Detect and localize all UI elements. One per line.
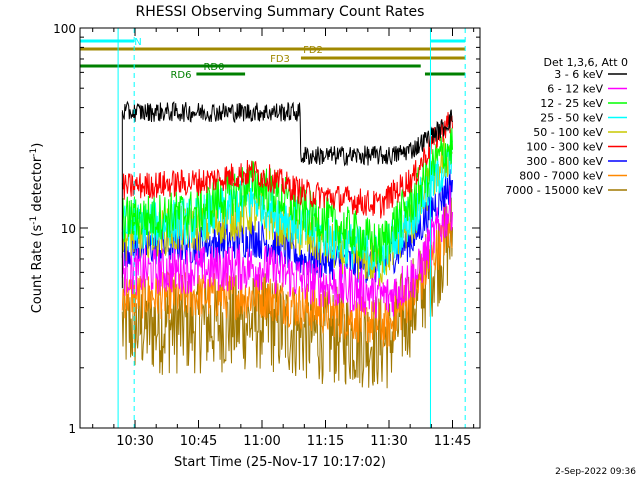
series-trace [121,185,453,319]
legend-entry-label: 100 - 300 keV [526,141,603,154]
series-trace [121,100,453,167]
legend-entry-label: 7000 - 15000 keV [505,184,603,197]
chart-title: RHESSI Observing Summary Count Rates [136,4,425,20]
x-axis-label: Start Time (25-Nov-17 10:17:02) [174,455,386,470]
y-tick-label: 10 [61,222,76,236]
y-axis-label-tail: detector [30,156,45,216]
y-tick-label: 100 [53,22,76,36]
x-tick-label: 10:45 [180,434,217,449]
x-tick-label: 11:15 [307,434,344,449]
footer-timestamp: 2-Sep-2022 09:36 [555,467,636,477]
series-trace [121,214,453,348]
y-axis-label: Count Rate (s-1 detector-1) [29,143,45,314]
legend-entry-label: 3 - 6 keV [554,68,603,81]
x-tick-label: 10:30 [116,434,153,449]
series-trace [121,140,453,279]
flag-label: FD3 [270,54,290,65]
legend-entry-label: 6 - 12 keV [547,83,603,96]
y-axis-label-sup: -1 [29,216,39,225]
y-axis-ticks: 1 10 100 [53,22,480,436]
x-axis-ticks: 10:30 10:45 11:00 11:15 11:30 11:45 [92,28,475,449]
y-axis-label-close: ) [30,143,45,148]
y-tick-label: 1 [68,422,76,436]
legend-entry-label: 25 - 50 keV [540,112,603,125]
legend-title: Det 1,3,6, Att 0 [544,56,628,69]
y-axis-label-main: Count Rate (s [30,225,45,314]
flag-label: RD0 [203,62,224,73]
y-axis-label-sup2: -1 [29,148,39,157]
flag-label: N [134,37,141,48]
series-trace [121,112,453,219]
series-traces [121,100,453,389]
flag-label: FD2 [303,45,323,56]
flag-bars: N FD2 FD3 RD0 RD6 [80,37,466,81]
legend-entry-label: 300 - 800 keV [526,155,603,168]
flag-label: RD6 [170,70,191,81]
x-tick-label: 11:30 [370,434,407,449]
legend-entry-label: 50 - 100 keV [533,126,603,139]
legend-entry-label: 12 - 25 keV [540,97,603,110]
x-tick-label: 11:00 [243,434,280,449]
x-tick-label: 11:45 [434,434,471,449]
series-trace [121,127,453,266]
legend-entry-label: 800 - 7000 keV [519,170,603,183]
flag-vlines [117,28,466,428]
